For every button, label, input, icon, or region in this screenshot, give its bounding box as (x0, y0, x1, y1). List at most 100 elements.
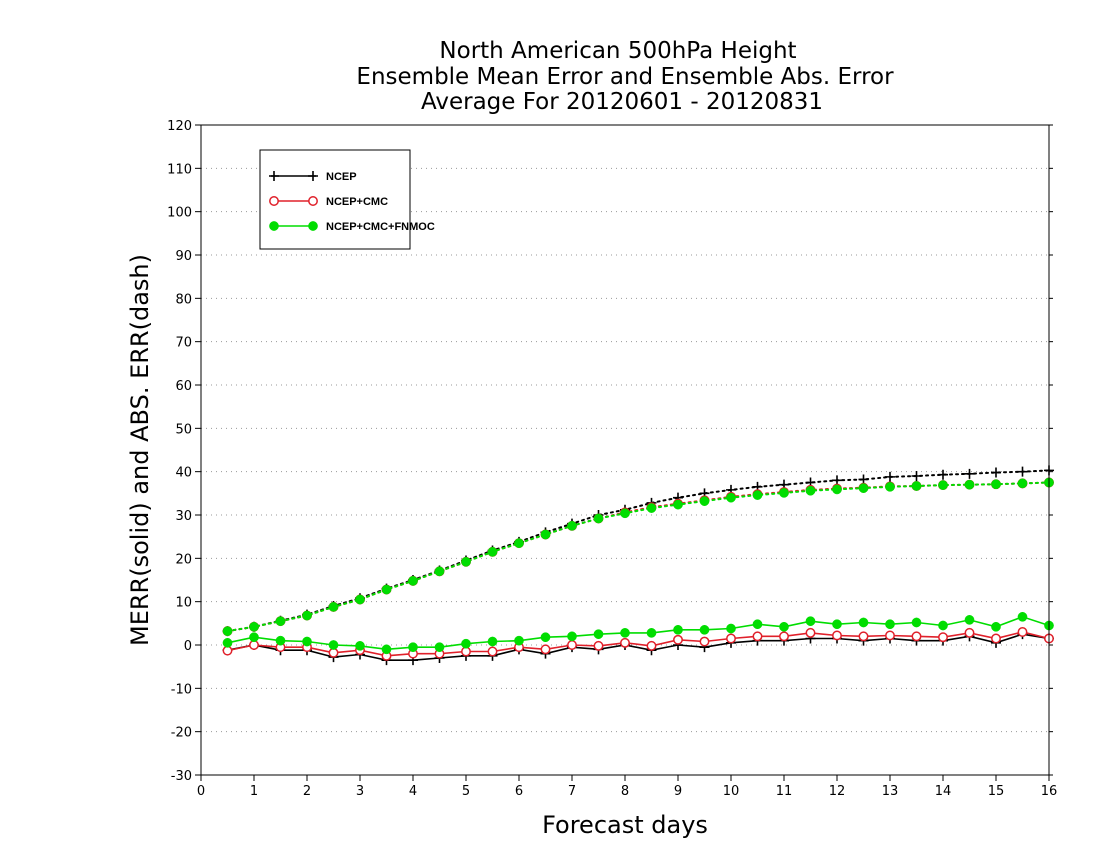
legend-label: NCEP (326, 171, 357, 183)
data-point-abs-err (328, 602, 339, 612)
data-point-abs-err (567, 520, 577, 531)
data-point-abs-err (779, 488, 789, 498)
data-point-merr (858, 631, 869, 642)
x-tick-label: 7 (568, 784, 576, 799)
data-point-merr (885, 630, 895, 641)
data-point-merr (540, 644, 551, 655)
legend-label: NCEP+CMC (326, 196, 388, 208)
data-point-merr (620, 628, 630, 638)
data-point-abs-err (593, 513, 604, 524)
data-point-abs-err (964, 468, 975, 479)
data-point-merr (673, 634, 683, 645)
data-point-abs-err (885, 481, 895, 492)
legend-marker (308, 221, 318, 231)
y-tick-label: 90 (175, 249, 192, 264)
data-point-abs-err (911, 471, 922, 481)
series-ncep-cmc-fnmoc (222, 477, 1054, 655)
data-point-merr (355, 641, 365, 651)
data-point-merr (646, 640, 657, 651)
y-tick-label: -30 (171, 769, 192, 784)
x-tick-label: 14 (935, 784, 952, 799)
chart-title-line-2: Ensemble Mean Error and Ensemble Abs. Er… (356, 64, 894, 90)
data-point-merr (699, 636, 710, 647)
y-tick-label: 100 (167, 206, 192, 221)
data-point-merr (805, 616, 816, 627)
data-point-merr (832, 630, 842, 641)
data-point-merr (487, 646, 498, 657)
data-point-abs-err (249, 621, 259, 632)
data-point-merr (593, 640, 604, 651)
legend-marker (308, 196, 318, 206)
x-tick-label: 5 (462, 784, 470, 799)
x-tick-label: 1 (250, 784, 258, 799)
chart-title: North American 500hPa Height Ensemble Me… (356, 38, 894, 115)
data-point-abs-err (699, 496, 710, 506)
data-point-abs-err (222, 626, 233, 636)
x-tick-label: 12 (829, 784, 846, 799)
series-line-merr (227, 633, 1050, 662)
y-axis: -30 -20 -10 0 10 20 30 40 50 60 70 80 90 100 110 120 (167, 119, 1053, 784)
series-ncep (222, 465, 1054, 666)
data-point-abs-err (1017, 478, 1028, 489)
y-tick-label: 120 (167, 119, 192, 134)
data-point-merr (567, 640, 577, 650)
data-point-merr (938, 620, 948, 631)
data-point-merr (673, 624, 683, 635)
series-line-abs-err (226, 481, 1050, 633)
data-point-merr (911, 617, 922, 628)
data-point-merr (249, 632, 259, 643)
data-point-abs-err (487, 546, 498, 557)
y-tick-label: 10 (175, 596, 192, 611)
data-point-abs-err (885, 471, 895, 482)
legend-marker (269, 171, 279, 181)
x-tick-label: 13 (882, 784, 899, 799)
x-axis-title: Forecast days (542, 811, 708, 839)
data-point-abs-err (461, 556, 471, 567)
data-point-merr (699, 624, 710, 635)
data-point-merr (514, 635, 524, 646)
data-point-abs-err (302, 610, 312, 621)
data-point-merr (805, 627, 816, 638)
data-point-merr (885, 619, 895, 630)
data-point-merr (1017, 627, 1028, 637)
data-point-abs-err (832, 484, 842, 495)
data-point-merr (779, 621, 789, 632)
chart-title-line-3: Average For 20120601 - 20120831 (421, 89, 823, 115)
data-point-merr (991, 633, 1001, 644)
x-tick-label: 6 (515, 784, 523, 799)
legend-marker (269, 221, 279, 231)
legend-label: NCEP+CMC+FNMOC (326, 221, 435, 233)
data-point-abs-err (938, 480, 948, 490)
data-point-merr (911, 631, 922, 642)
x-tick-label: 10 (723, 784, 740, 799)
data-point-merr (832, 619, 842, 630)
y-tick-label: 70 (175, 336, 192, 351)
y-tick-label: 110 (167, 162, 192, 177)
data-point-merr (964, 627, 975, 638)
plot-series (222, 465, 1054, 666)
data-point-abs-err (355, 594, 365, 605)
data-point-abs-err (275, 616, 286, 627)
y-tick-label: 30 (175, 509, 192, 524)
legend-item: NCEP+CMC (269, 196, 388, 208)
data-point-merr (567, 631, 577, 642)
data-point-abs-err (434, 566, 445, 577)
x-tick-label: 8 (621, 784, 629, 799)
data-point-merr (487, 636, 498, 647)
x-tick-label: 0 (197, 784, 205, 799)
data-point-abs-err (858, 483, 869, 493)
data-point-merr (646, 628, 657, 638)
x-tick-label: 16 (1041, 784, 1058, 799)
data-point-merr (328, 640, 339, 650)
data-point-merr (964, 615, 975, 625)
data-point-merr (620, 637, 630, 648)
data-point-merr (408, 642, 418, 653)
x-tick-label: 3 (356, 784, 364, 799)
y-tick-label: 60 (175, 379, 192, 394)
data-point-merr (779, 631, 789, 642)
data-point-merr (593, 629, 604, 640)
x-axis: 0 1 2 3 4 5 6 7 8 9 10 11 12 13 14 15 16 (197, 775, 1057, 799)
data-point-abs-err (620, 508, 630, 519)
data-point-merr (1017, 611, 1028, 622)
